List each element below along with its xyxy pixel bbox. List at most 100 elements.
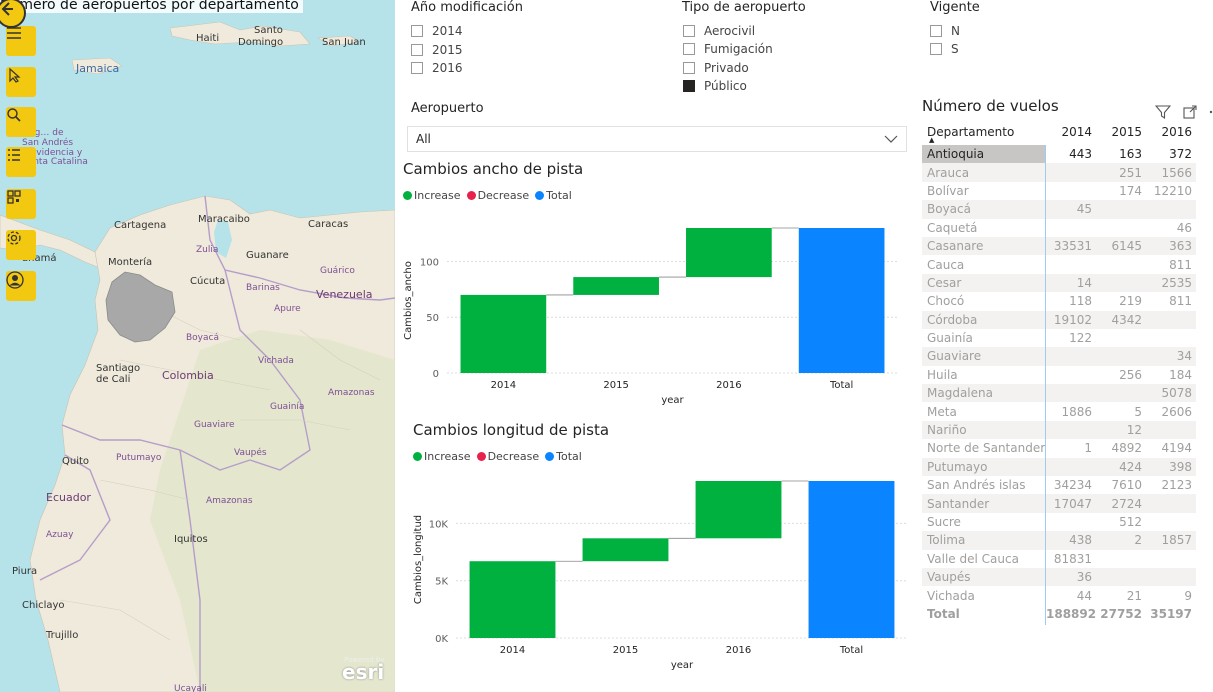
waterfall-bar-2014[interactable] — [469, 561, 556, 638]
cell-departamento: Huila — [927, 367, 958, 382]
table-row[interactable]: Guainía 122 — [922, 329, 1196, 347]
header-departamento[interactable]: Departamento — [927, 125, 1015, 139]
slicer-option-type[interactable]: Público — [683, 79, 747, 93]
x-tick-label: 2016 — [716, 380, 741, 391]
slicer-option-vigente[interactable]: N — [930, 24, 960, 38]
map-label: Santo — [254, 25, 283, 36]
waterfall-bar-2016[interactable] — [686, 228, 772, 278]
x-tick-label: 2015 — [613, 645, 638, 656]
cell-value: 33531 — [1053, 239, 1092, 254]
table-row[interactable]: Bolívar 174 12210 — [922, 182, 1196, 200]
table-row[interactable]: Chocó 118 219 811 — [922, 292, 1196, 310]
waterfall-bar-2015[interactable] — [582, 538, 669, 562]
qr-button[interactable] — [6, 189, 36, 219]
waterfall-chart-longitud[interactable]: 0K 5K 10K 2014 2015 2016 Total year Cambios_long… — [408, 466, 908, 672]
table-row[interactable]: Casanare 33531 6145 363 — [922, 236, 1196, 256]
cell-value: 2535 — [1161, 275, 1192, 290]
qr-icon — [7, 190, 21, 204]
slicer-option-vigente[interactable]: S — [930, 42, 959, 56]
table-row[interactable]: Boyacá 45 — [922, 200, 1196, 219]
waterfall-bar-2014[interactable] — [460, 294, 547, 373]
flights-table: Departamento 2014 2015 2016 ▲ Antioquia 4… — [922, 119, 1196, 623]
checkbox[interactable] — [411, 43, 423, 56]
map-label: Santiago — [96, 363, 141, 374]
cell-value: 2 — [1134, 533, 1142, 548]
slicer-option-year[interactable]: 2016 — [411, 61, 463, 75]
table-row[interactable]: Sucre 512 — [922, 513, 1196, 531]
checkbox[interactable] — [411, 25, 423, 37]
table-row[interactable]: Valle del Cauca 81831 — [922, 550, 1196, 568]
cell-departamento: Córdoba — [927, 312, 978, 327]
cell-value: 12210 — [1153, 183, 1192, 198]
checkbox[interactable] — [683, 43, 695, 56]
x-tick-label: Total — [839, 645, 863, 656]
table-row[interactable]: Cauca 811 — [922, 255, 1196, 273]
table-row[interactable]: Magdalena 5078 — [922, 384, 1196, 403]
cell-value: 5 — [1134, 404, 1142, 419]
checkbox[interactable] — [683, 25, 695, 37]
table-row[interactable]: Tolima 438 2 1857 — [922, 531, 1196, 550]
airport-dropdown[interactable]: All — [407, 126, 907, 152]
waterfall-bar-2015[interactable] — [573, 277, 659, 295]
header-2014[interactable]: 2014 — [1061, 125, 1092, 139]
table-row[interactable]: Vaupés 36 — [922, 567, 1196, 587]
slicer-option-year[interactable]: 2015 — [411, 43, 463, 57]
checkbox[interactable] — [683, 61, 695, 74]
checkbox[interactable] — [930, 43, 942, 56]
table-row[interactable]: Norte de Santander 1 4892 4194 — [922, 439, 1196, 457]
list-button[interactable] — [6, 147, 36, 177]
map-label: Vichada — [258, 356, 294, 366]
map-label: Amazonas — [328, 388, 375, 398]
table-row[interactable]: Vichada 44 21 9 — [922, 586, 1196, 604]
legend-decrease-label: Decrease — [477, 189, 530, 202]
checkbox[interactable] — [411, 62, 423, 74]
map-visual[interactable]: Número de aeropuertos por departamento J… — [0, 0, 395, 692]
search-button[interactable] — [6, 107, 36, 137]
waterfall-bar-total[interactable] — [798, 228, 885, 373]
waterfall-chart-ancho[interactable]: 0 50 100 2014 2015 2016 Total year Cambios_ancho — [398, 205, 908, 410]
focus-mode-icon[interactable] — [1182, 104, 1198, 120]
slicer-option-label: 2016 — [432, 61, 463, 75]
checkbox[interactable] — [930, 25, 942, 37]
cell-value: 372 — [1169, 147, 1192, 162]
back-button[interactable] — [0, 0, 26, 28]
legend-increase: Increase — [413, 450, 471, 463]
map-label: Haiti — [196, 33, 220, 44]
table-row[interactable]: Antioquia 443 163 372 — [922, 145, 1196, 164]
table-row[interactable]: Guaviare 34 — [922, 347, 1196, 366]
slicer-option-type[interactable]: Privado — [683, 61, 749, 75]
menu-button[interactable] — [6, 26, 36, 56]
table-row[interactable]: Meta 1886 5 2606 — [922, 402, 1196, 420]
slicer-option-type[interactable]: Aerocivil — [683, 24, 755, 38]
x-tick-label: 2014 — [500, 645, 525, 656]
more-options-icon[interactable] — [1207, 104, 1213, 120]
waterfall-bar-total[interactable] — [808, 481, 895, 638]
checkbox[interactable] — [683, 79, 695, 92]
settings-button[interactable] — [6, 230, 36, 260]
table-row[interactable]: Caquetá 46 — [922, 219, 1196, 237]
table-row[interactable]: Cesar 14 2535 — [922, 273, 1196, 293]
pointer-button[interactable] — [6, 67, 36, 97]
cell-value: 12 — [1126, 423, 1142, 438]
header-2016[interactable]: 2016 — [1161, 125, 1192, 139]
table-row[interactable]: Santander 17047 2724 — [922, 494, 1196, 513]
slicer-option-year[interactable]: 2014 — [411, 24, 463, 38]
vigente-slicer-title: Vigente — [930, 0, 980, 15]
filter-icon[interactable] — [1155, 104, 1171, 120]
map-label: Guárico — [320, 266, 355, 276]
table-total-row[interactable]: Total 188892 27752 35197 — [922, 605, 1196, 623]
table-row[interactable]: Córdoba 19102 4342 — [922, 310, 1196, 329]
table-row[interactable]: Putumayo 424 398 — [922, 457, 1196, 477]
waterfall-bar-2016[interactable] — [695, 481, 782, 539]
pointer-icon — [9, 67, 21, 83]
slicer-option-type[interactable]: Fumigación — [683, 42, 773, 56]
table-row[interactable]: Arauca 251 1566 — [922, 163, 1196, 182]
map-label: Quito — [62, 456, 90, 467]
map-label: Putumayo — [116, 453, 162, 463]
header-2015[interactable]: 2015 — [1111, 125, 1142, 139]
user-button[interactable] — [6, 271, 36, 301]
table-row[interactable]: San Andrés islas 34234 7610 2123 — [922, 476, 1196, 494]
table-row[interactable]: Nariño 12 — [922, 420, 1196, 440]
map-attribution-small: Powered by — [344, 656, 385, 664]
table-row[interactable]: Huila 256 184 — [922, 366, 1196, 384]
